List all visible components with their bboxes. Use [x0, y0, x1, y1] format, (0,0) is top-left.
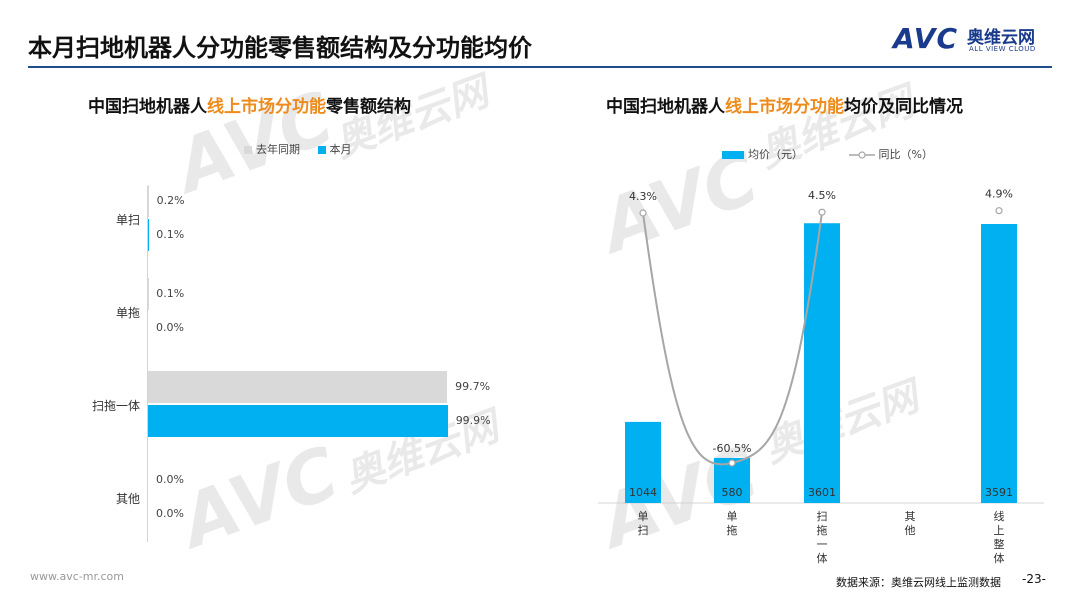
right-title-highlight: 线上市场分功能: [725, 97, 844, 117]
right-legend: 均价（元） 同比（%）: [722, 146, 933, 162]
footer-source: 数据来源：奥维云网线上监测数据: [836, 576, 1001, 589]
category-label: 单拖: [115, 306, 140, 320]
title-divider: [28, 66, 1052, 68]
left-title-post: 零售额结构: [326, 97, 411, 117]
watermark: 奥维云网: [758, 373, 925, 472]
hbar-value-label: 0.1%: [156, 228, 185, 241]
price-bar-label: 3591: [985, 486, 1013, 499]
legend-line-marker: [848, 151, 875, 159]
logo-en-text: ALL VIEW CLOUD: [969, 45, 1036, 53]
x-category-label: 线: [994, 509, 1005, 523]
logo-mark: AVC: [893, 22, 958, 55]
x-category-label: 上: [994, 524, 1005, 537]
legend-swatch-this-month: [317, 146, 326, 154]
page-number: -23-: [1022, 572, 1046, 586]
avc-logo: AVC 奥维云网 ALL VIEW CLOUD: [893, 22, 1058, 58]
hbar-value-label: 99.9%: [455, 414, 491, 427]
x-category-label: 拖: [727, 523, 738, 537]
yoy-label: 4.9%: [985, 188, 1013, 201]
legend-label-last-year: 去年同期: [256, 143, 300, 156]
legend-swatch-last-year: [244, 146, 252, 154]
hbar-value-label: 0.2%: [156, 194, 185, 207]
yoy-label: 4.5%: [808, 189, 836, 202]
x-category-label: 体: [994, 551, 1005, 565]
hbar-value-label: 0.1%: [156, 287, 185, 300]
left-chart-title: 中国扫地机器人线上市场分功能零售额结构: [88, 92, 411, 117]
category-label: 单扫: [115, 213, 140, 227]
footer-url: www.avc-mr.com: [30, 570, 124, 583]
hbar-last-year: [148, 371, 448, 403]
page-title: 本月扫地机器人分功能零售额结构及分功能均价: [28, 34, 532, 62]
logo-cn-text: 奥维云网: [967, 28, 1035, 48]
watermark: 奥维云网: [753, 78, 920, 177]
hbar-last-year: [148, 185, 149, 217]
price-bar: [981, 224, 1017, 503]
x-category-label: 其: [905, 510, 916, 523]
x-category-label: 他: [905, 524, 916, 537]
left-title-pre: 中国扫地机器人: [88, 97, 207, 117]
legend-swatch-avg-price: [722, 151, 744, 159]
x-category-label: 一: [817, 538, 828, 551]
x-category-label: 体: [817, 551, 828, 565]
hbar-value-label: 99.7%: [455, 380, 491, 393]
x-category-label: 整: [994, 537, 1005, 551]
legend-label-yoy: 同比（%）: [878, 148, 933, 161]
hbar-this-month: [148, 405, 448, 437]
hbar-value-label: 0.0%: [156, 507, 184, 520]
right-chart-title: 中国扫地机器人线上市场分功能均价及同比情况: [606, 92, 963, 117]
category-label: 其他: [115, 492, 140, 506]
category-label: 扫拖一体: [91, 399, 140, 413]
watermark: AVC: [590, 430, 769, 564]
right-title-pre: 中国扫地机器人: [606, 97, 725, 117]
hbar-value-label: 0.0%: [156, 473, 184, 486]
watermark: AVC: [170, 430, 349, 564]
left-title-highlight: 线上市场分功能: [207, 97, 326, 117]
yoy-point: [995, 207, 1003, 215]
price-bar-label: 3601: [808, 486, 836, 499]
right-title-post: 均价及同比情况: [844, 97, 963, 117]
x-category-label: 拖: [817, 523, 828, 537]
legend-label-avg-price: 均价（元）: [748, 148, 803, 161]
left-chart-axis: [147, 186, 148, 542]
hbar-value-label: 0.0%: [156, 321, 184, 334]
x-category-label: 扫: [817, 510, 828, 523]
yoy-point: [818, 208, 826, 216]
price-bar: [804, 223, 840, 504]
left-legend: 去年同期 本月: [244, 141, 352, 157]
legend-label-this-month: 本月: [329, 143, 352, 156]
